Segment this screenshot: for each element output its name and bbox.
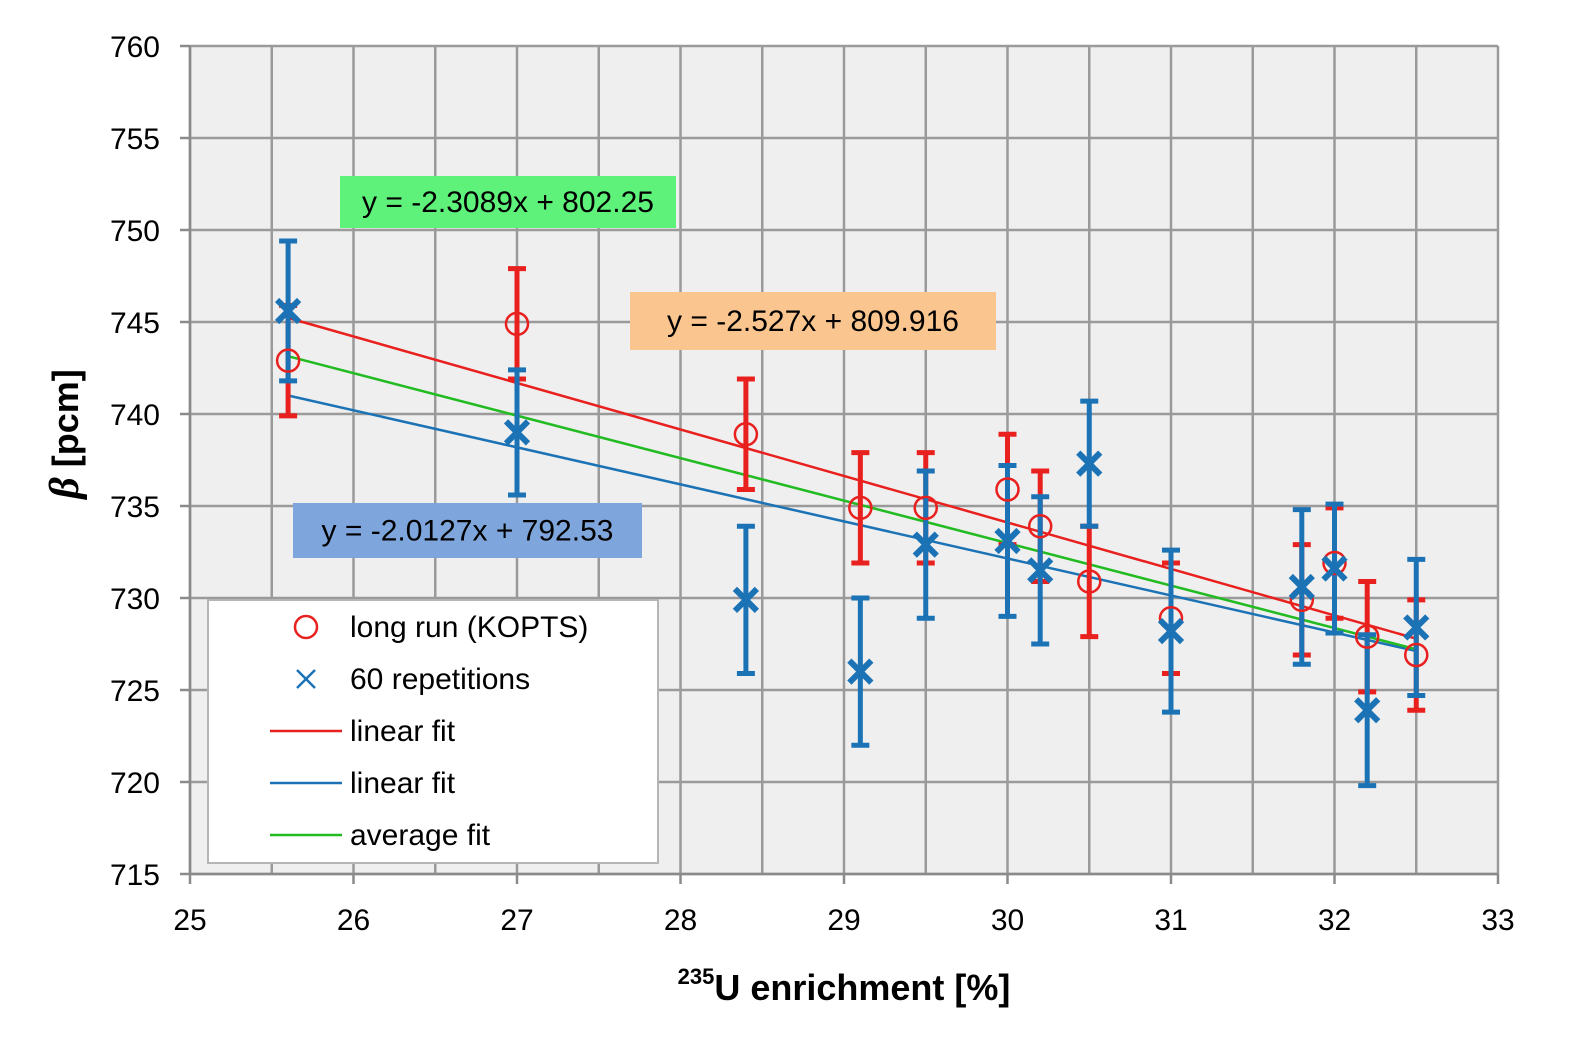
x-tick-label: 29: [827, 904, 860, 937]
fit-equation-background: [293, 503, 642, 558]
x-axis-title: 235U enrichment [%]: [678, 964, 1011, 1008]
data-point-circle: [1077, 569, 1102, 594]
data-point-circle: [995, 477, 1020, 502]
data-point-x: [1403, 614, 1430, 641]
legend-symbol-x: [296, 669, 316, 689]
y-axis-title-symbol: β: [42, 477, 88, 501]
x-tick-label: 27: [500, 904, 533, 937]
data-point-circle: [848, 495, 873, 521]
data-point-x-stroke: [847, 658, 874, 685]
data-point-x-stroke: [274, 297, 302, 325]
x-tick-label: 30: [991, 904, 1024, 937]
data-point-circle: [1322, 550, 1347, 576]
data-point-x-stroke: [1157, 617, 1185, 645]
data-point-circle: [1404, 642, 1429, 668]
legend-entry: average fit: [270, 819, 491, 852]
legend-label: linear fit: [350, 767, 456, 800]
data-point-x: [1157, 617, 1185, 645]
fit-equation-box: y = -2.3089x + 802.25: [340, 176, 676, 228]
y-tick-label: 725: [110, 675, 160, 708]
x-tick-label: 28: [664, 904, 697, 937]
fit-line-0: [287, 316, 1417, 640]
fit-lines: [287, 316, 1417, 653]
fit-line-2: [287, 354, 1417, 651]
error-bar: [851, 450, 870, 566]
fit-equations: y = -2.3089x + 802.25 y = -2.527x + 809.9…: [293, 176, 996, 558]
legend-symbol-circle: [293, 614, 319, 640]
fit-line-1: [287, 394, 1417, 653]
fit-equation-background: [340, 176, 676, 228]
y-tick-label: 755: [110, 123, 160, 156]
data-point-x-stroke: [503, 419, 531, 446]
data-point-circle: [1354, 624, 1380, 649]
data-point-x: [1321, 555, 1348, 582]
y-tick-label: 735: [110, 491, 160, 524]
x-tick-label: 25: [173, 904, 206, 937]
data-point-x: [847, 658, 874, 685]
data-point-x: [1027, 557, 1054, 584]
y-tick-label: 760: [110, 31, 160, 64]
data-point-circle: [1027, 513, 1053, 539]
x-axis-title-text: U enrichment [%]: [714, 967, 1010, 1008]
x-tick-label: 33: [1481, 904, 1514, 937]
x-tick-labels: 25 26 27 28 29 30 31 32 33: [173, 904, 1514, 937]
fit-equation-text: y = -2.3089x + 802.25: [362, 186, 654, 219]
y-axis-title-text: [pcm]: [45, 369, 86, 477]
legend-entry: linear fit: [270, 715, 456, 748]
data-point-x-stroke: [912, 531, 939, 558]
y-tick-label: 740: [110, 399, 160, 432]
data-point-x: [274, 297, 302, 325]
fit-equation-background: [630, 292, 996, 350]
data-point-x-stroke: [994, 527, 1021, 555]
data-point-x: [1354, 697, 1381, 724]
y-axis-title: β [pcm]: [42, 369, 88, 501]
data-point-x-stroke: [1288, 573, 1315, 601]
legend-entry: 60 repetitions: [296, 663, 530, 696]
x-tick-label: 26: [337, 904, 370, 937]
data-point-x: [732, 586, 760, 613]
data-point-x: [1288, 573, 1315, 601]
legend-entry: long run (KOPTS): [293, 611, 588, 644]
y-tick-label: 750: [110, 215, 160, 248]
data-point-x-stroke: [732, 586, 760, 613]
data-point-x-stroke: [1027, 557, 1054, 584]
y-tick-labels: 715 720 725 730 735 740 745 750 755 760: [110, 31, 160, 892]
markers: [274, 297, 1430, 724]
legend-label: 60 repetitions: [350, 663, 530, 696]
data-point-circle: [733, 421, 759, 447]
fit-equation-box: y = -2.0127x + 792.53: [293, 503, 642, 558]
y-tick-label: 715: [110, 859, 160, 892]
error-bar: [736, 376, 755, 492]
y-tick-label: 730: [110, 583, 160, 616]
data-point-x: [994, 527, 1021, 555]
x-tick-label: 31: [1154, 904, 1187, 937]
legend-entry: linear fit: [270, 767, 456, 800]
data-point-x: [503, 419, 531, 446]
fit-equation-text: y = -2.0127x + 792.53: [322, 515, 614, 548]
legend-label: linear fit: [350, 715, 456, 748]
y-tick-label: 720: [110, 767, 160, 800]
fit-equation-text: y = -2.527x + 809.916: [667, 305, 959, 338]
axes: [180, 44, 1500, 884]
legend-label: average fit: [350, 819, 491, 852]
x-tick-label: 32: [1318, 904, 1351, 937]
data-point-x-stroke: [1076, 450, 1103, 477]
data-point-circle: [504, 311, 530, 337]
legend: long run (KOPTS) 60 repetitions linear fit…: [207, 599, 659, 864]
x-axis-title-superscript: 235: [678, 964, 715, 989]
data-point-x-stroke: [1321, 555, 1348, 582]
data-point-x: [1076, 450, 1103, 477]
y-tick-label: 745: [110, 307, 160, 340]
data-point-x: [912, 531, 939, 558]
data-point-circle: [275, 348, 301, 373]
fit-equation-box: y = -2.527x + 809.916: [630, 292, 996, 350]
data-point-x-stroke: [1354, 697, 1381, 724]
legend-label: long run (KOPTS): [350, 611, 588, 644]
data-point-x-stroke: [1403, 614, 1430, 641]
data-point-circle: [913, 495, 938, 521]
